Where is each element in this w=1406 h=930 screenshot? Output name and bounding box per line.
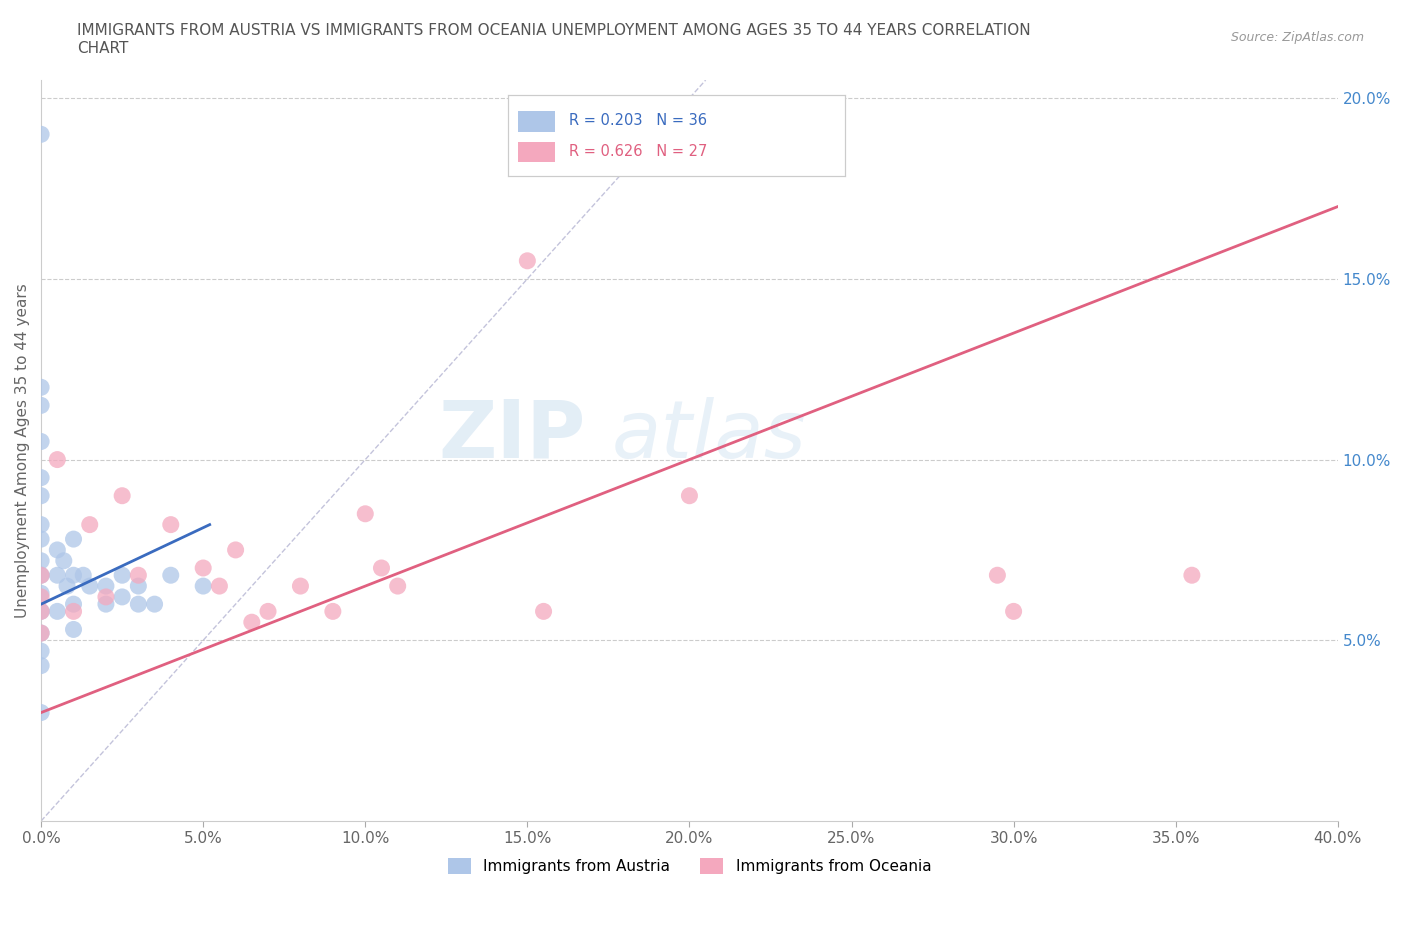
Point: [30, 705, 52, 720]
Point: [94, 578, 117, 593]
Point: [46, 452, 69, 467]
Point: [1002, 604, 1025, 618]
Point: [322, 604, 344, 618]
Point: [208, 578, 231, 593]
Point: [143, 597, 166, 612]
Point: [30, 471, 52, 485]
Point: [225, 542, 247, 557]
Legend: Immigrants from Austria, Immigrants from Oceania: Immigrants from Austria, Immigrants from…: [441, 852, 938, 880]
Point: [62, 622, 84, 637]
Point: [62, 604, 84, 618]
Point: [30, 517, 52, 532]
Point: [62, 532, 84, 547]
Point: [46, 604, 69, 618]
Point: [290, 578, 312, 593]
Point: [30, 532, 52, 547]
Point: [30, 590, 52, 604]
Point: [159, 568, 181, 583]
Point: [111, 488, 134, 503]
Point: [72, 568, 94, 583]
Point: [387, 578, 409, 593]
Point: [30, 434, 52, 449]
Point: [79, 517, 101, 532]
Point: [127, 597, 149, 612]
Text: ZIP: ZIP: [439, 397, 586, 474]
Point: [516, 253, 538, 268]
Point: [30, 626, 52, 641]
Point: [193, 561, 215, 576]
Point: [79, 578, 101, 593]
Point: [52, 553, 75, 568]
Point: [111, 568, 134, 583]
Point: [30, 586, 52, 601]
Point: [193, 578, 215, 593]
Point: [30, 604, 52, 618]
Text: Source: ZipAtlas.com: Source: ZipAtlas.com: [1230, 31, 1364, 44]
Point: [56, 578, 79, 593]
Point: [127, 568, 149, 583]
Point: [354, 506, 377, 521]
Point: [30, 604, 52, 618]
Point: [111, 590, 134, 604]
Point: [678, 488, 700, 503]
Point: [94, 597, 117, 612]
Point: [240, 615, 263, 630]
Point: [533, 604, 555, 618]
Point: [30, 658, 52, 673]
Point: [159, 517, 181, 532]
Point: [30, 644, 52, 658]
Point: [30, 488, 52, 503]
Text: atlas: atlas: [612, 397, 807, 474]
Point: [30, 398, 52, 413]
Point: [1181, 568, 1204, 583]
Point: [370, 561, 392, 576]
Point: [62, 568, 84, 583]
Point: [127, 578, 149, 593]
Point: [986, 568, 1008, 583]
Point: [94, 590, 117, 604]
Point: [257, 604, 280, 618]
Y-axis label: Unemployment Among Ages 35 to 44 years: Unemployment Among Ages 35 to 44 years: [15, 283, 30, 618]
Point: [30, 126, 52, 141]
Point: [46, 542, 69, 557]
Point: [46, 568, 69, 583]
Point: [62, 597, 84, 612]
Point: [30, 568, 52, 583]
Point: [30, 553, 52, 568]
Point: [30, 568, 52, 583]
Text: IMMIGRANTS FROM AUSTRIA VS IMMIGRANTS FROM OCEANIA UNEMPLOYMENT AMONG AGES 35 TO: IMMIGRANTS FROM AUSTRIA VS IMMIGRANTS FR…: [77, 23, 1031, 56]
Point: [30, 626, 52, 641]
Point: [30, 379, 52, 394]
